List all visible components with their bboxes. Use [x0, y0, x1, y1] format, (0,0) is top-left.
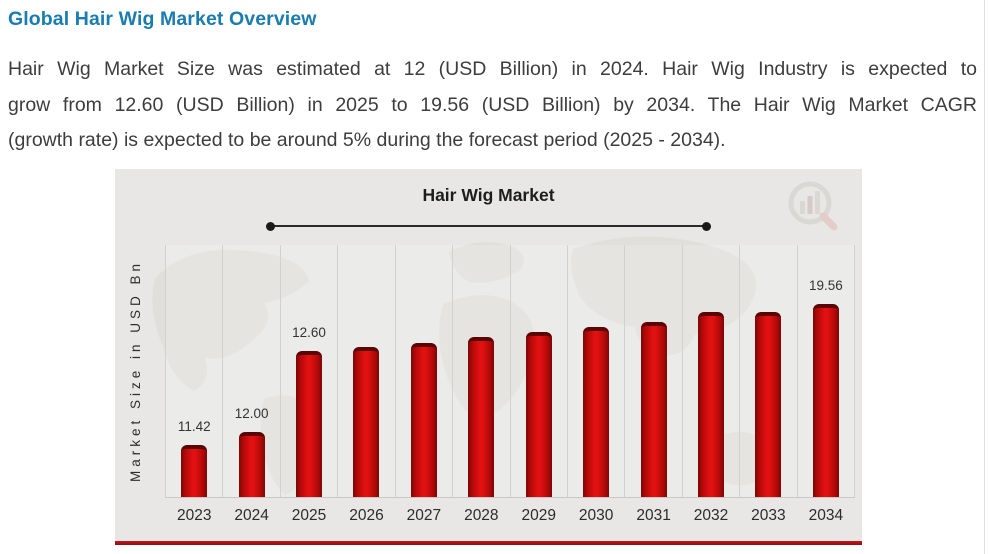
chart-bottom-accent-line	[115, 541, 862, 545]
bar-2032	[698, 312, 724, 497]
x-tick-2034: 2034	[808, 507, 844, 524]
bar-2034	[812, 304, 839, 497]
magnifier-chart-logo-icon	[788, 181, 838, 231]
market-chart-image: Hair Wig Market Market Size in USD Bn 11…	[115, 169, 862, 541]
bar-column-2033: 2033	[740, 245, 798, 524]
value-label-2034: 19.56	[808, 278, 843, 293]
bar-column-2027: 2027	[395, 245, 454, 524]
plot-area: 11.42 2023 12.00 2024 12.60 2025 2026 2027 2028 2…	[165, 245, 856, 524]
value-label-2023: 11.42	[177, 419, 211, 434]
title-underline-rule	[266, 221, 711, 231]
bar-2029	[525, 332, 552, 497]
x-tick-2026: 2026	[349, 507, 384, 524]
x-tick-2024: 2024	[234, 507, 269, 524]
bar-2033	[755, 312, 782, 497]
paragraph-line: Hair Wig Market Size was estimated at 12…	[8, 58, 977, 80]
article-heading: Global Hair Wig Market Overview	[8, 8, 317, 30]
bar-column-2028: 2028	[453, 245, 511, 524]
bar-column-2031: 2031	[625, 245, 683, 524]
bar-column-2032: 2032	[682, 245, 741, 524]
market-overview-paragraph: Hair Wig Market Size was estimated at 12…	[8, 52, 977, 159]
bar-2024	[238, 432, 265, 497]
bar-2025	[296, 351, 323, 497]
bar-column-2023: 11.42 2023	[165, 245, 224, 524]
x-tick-2028: 2028	[464, 507, 499, 524]
x-tick-2032: 2032	[693, 507, 729, 524]
bar-2023	[181, 445, 208, 497]
paragraph-line: grow from 12.60 (USD Billion) in 2025 to…	[8, 93, 977, 116]
bar-2028	[468, 337, 495, 497]
bar-column-2029: 2029	[510, 245, 568, 524]
x-tick-2029: 2029	[521, 507, 556, 524]
paragraph-line: (growth rate) is expected to be around 5…	[8, 129, 726, 151]
bar-2030	[583, 327, 610, 497]
value-label-2025: 12.60	[292, 325, 326, 340]
x-tick-2025: 2025	[291, 507, 327, 524]
bar-column-2024: 12.00 2024	[223, 245, 281, 524]
bar-2027	[410, 343, 437, 497]
x-tick-2031: 2031	[636, 507, 671, 524]
value-label-2024: 12.00	[234, 406, 269, 421]
x-tick-2033: 2033	[751, 507, 786, 524]
x-tick-2027: 2027	[406, 507, 442, 524]
page-right-border	[984, 0, 985, 554]
bar-column-2026: 2026	[338, 245, 396, 524]
x-tick-2023: 2023	[176, 507, 212, 524]
x-tick-2030: 2030	[578, 507, 614, 524]
bar-column-2030: 2030	[567, 245, 626, 524]
bar-2031	[640, 322, 667, 497]
bar-column-2034: 19.56 2034	[797, 245, 856, 524]
y-axis-label: Market Size in USD Bn	[128, 259, 143, 483]
bar-2026	[353, 347, 380, 497]
bar-column-2025: 12.60 2025	[280, 245, 339, 524]
chart-title: Hair Wig Market	[422, 185, 555, 205]
